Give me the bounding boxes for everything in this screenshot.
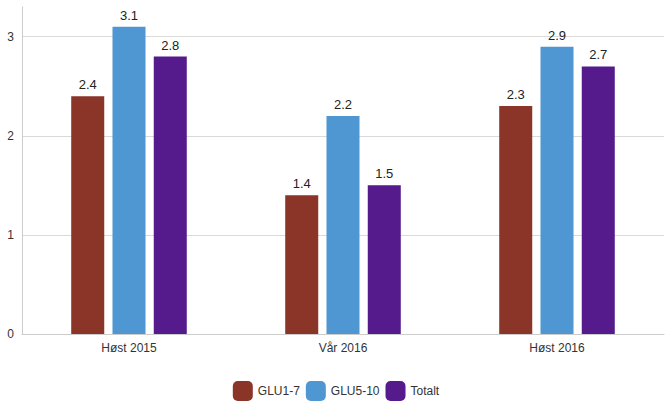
svg-text:2.4: 2.4 xyxy=(79,77,97,92)
svg-text:2.7: 2.7 xyxy=(589,47,607,62)
svg-text:Høst 2015: Høst 2015 xyxy=(101,341,157,355)
svg-text:0: 0 xyxy=(7,327,14,341)
svg-text:GLU1-7: GLU1-7 xyxy=(258,384,300,398)
svg-text:2.9: 2.9 xyxy=(548,28,566,43)
svg-text:3.1: 3.1 xyxy=(120,8,138,23)
svg-text:1: 1 xyxy=(7,228,14,242)
svg-text:1.4: 1.4 xyxy=(293,176,311,191)
svg-text:2: 2 xyxy=(7,129,14,143)
svg-text:3: 3 xyxy=(7,30,14,44)
svg-text:Totalt: Totalt xyxy=(411,384,440,398)
svg-text:2.8: 2.8 xyxy=(161,38,179,53)
svg-text:Vår 2016: Vår 2016 xyxy=(319,341,368,355)
svg-text:1.5: 1.5 xyxy=(375,166,393,181)
svg-text:2.3: 2.3 xyxy=(507,87,525,102)
svg-text:2.2: 2.2 xyxy=(334,97,352,112)
svg-text:Høst 2016: Høst 2016 xyxy=(529,341,585,355)
svg-text:GLU5-10: GLU5-10 xyxy=(331,384,380,398)
